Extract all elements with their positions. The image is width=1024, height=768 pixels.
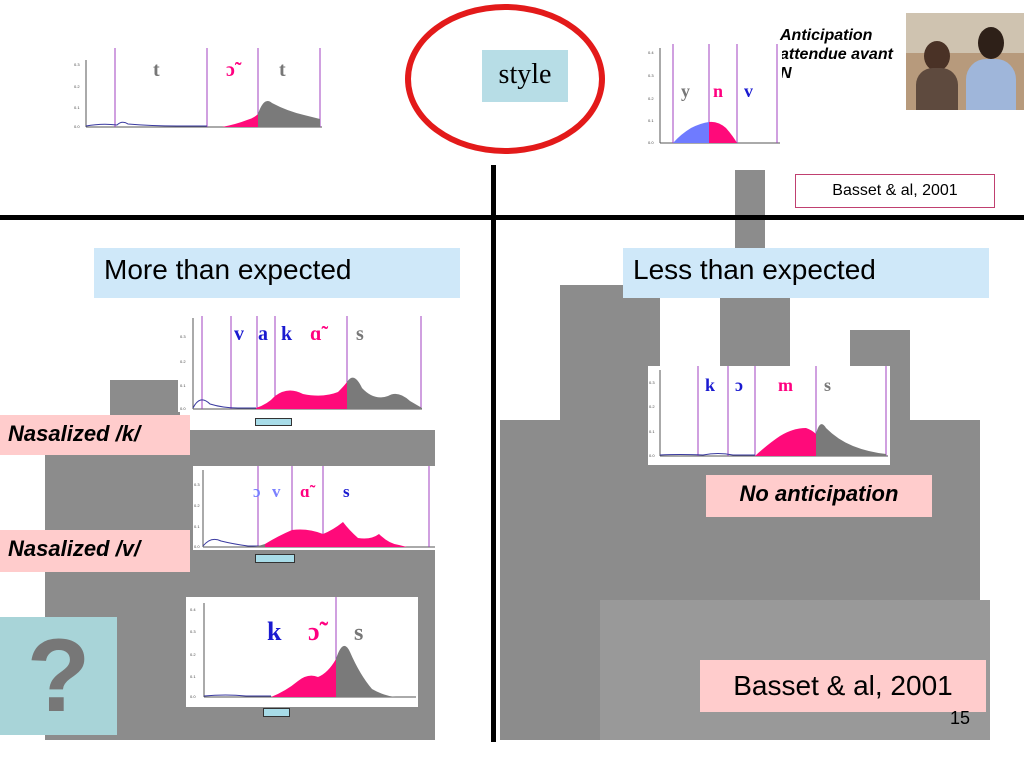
ytick: 0.2 — [180, 359, 186, 364]
plot-top-left: 0.3 0.2 0.1 0.0 t ɔ̃ t — [72, 48, 324, 130]
citation-bottom: Basset & al, 2001 — [700, 660, 986, 712]
phoneme-label: v — [272, 482, 281, 501]
plot-ovas: 0.3 0.2 0.1 0.0 ɔ v ɑ̃ s — [193, 466, 437, 550]
ytick: 0.0 — [194, 544, 200, 549]
ytick: 0.0 — [649, 453, 655, 458]
phoneme-label: k — [281, 323, 293, 345]
ytick: 0.2 — [190, 652, 196, 657]
ytick: 0.2 — [648, 96, 654, 101]
ytick: 0.4 — [648, 50, 654, 55]
ytick: 0.3 — [190, 629, 196, 634]
phoneme-label: ɔ — [735, 375, 743, 395]
ytick: 0.3 — [74, 62, 80, 67]
phoneme-label: ɔ̃ — [226, 59, 235, 81]
ytick: 0.2 — [649, 404, 655, 409]
phoneme-label: ɑ̃ — [300, 482, 310, 501]
phoneme-label: ɔ — [253, 482, 261, 501]
phoneme-label: v — [744, 81, 753, 101]
phoneme-label: y — [681, 81, 690, 101]
plot-kos: 0.4 0.3 0.2 0.1 0.0 k ɔ̃ s — [186, 597, 418, 707]
phoneme-label: k — [705, 375, 716, 395]
horizontal-divider — [0, 215, 1024, 220]
vertical-divider — [491, 165, 496, 742]
phoneme-label: ɔ̃ — [308, 617, 320, 646]
question-mark-box: ? — [0, 617, 117, 735]
phoneme-label: ɑ̃ — [310, 323, 322, 345]
ytick: 0.1 — [194, 524, 200, 529]
phoneme-label: n — [713, 81, 724, 101]
question-mark: ? — [26, 618, 91, 734]
ytick: 0.3 — [180, 334, 186, 339]
segment-marker — [255, 554, 295, 563]
phoneme-label: t — [153, 59, 160, 81]
ytick: 0.3 — [649, 380, 655, 385]
phoneme-label: s — [354, 620, 364, 646]
phoneme-label: k — [267, 617, 282, 646]
citation-top: Basset & al, 2001 — [795, 174, 995, 208]
ytick: 0.1 — [190, 674, 196, 679]
phoneme-label: s — [824, 375, 832, 395]
ytick: 0.0 — [180, 406, 186, 411]
ytick: 0.4 — [190, 607, 196, 612]
ytick: 0.0 — [648, 140, 654, 145]
phoneme-label: s — [343, 482, 350, 501]
anticipation-note: Anticipation attendue avant N — [780, 27, 893, 82]
ytick: 0.1 — [648, 118, 654, 123]
phoneme-label: m — [778, 375, 793, 395]
ytick: 0.2 — [194, 503, 200, 508]
ytick: 0.1 — [74, 105, 80, 110]
segment-marker — [263, 708, 290, 717]
page-number: 15 — [949, 708, 970, 728]
ytick: 0.0 — [74, 124, 80, 129]
phoneme-label: s — [356, 323, 364, 345]
plot-top-right: 0.4 0.3 0.2 0.1 0.0 y n v — [646, 44, 782, 146]
label-no-anticipation: No anticipation — [706, 475, 932, 517]
ytick: 0.0 — [190, 694, 196, 699]
segment-marker — [255, 418, 292, 426]
red-ellipse — [405, 4, 605, 154]
ytick: 0.1 — [649, 429, 655, 434]
phoneme-label: v — [234, 323, 244, 345]
style-label: style — [482, 50, 568, 102]
speakers-photo — [906, 13, 1024, 110]
ytick: 0.3 — [194, 482, 200, 487]
phoneme-label: a — [258, 323, 268, 345]
ytick: 0.2 — [74, 84, 80, 89]
label-nasalized-k: Nasalized /k/ — [0, 415, 190, 455]
ytick: 0.3 — [648, 73, 654, 78]
section-title-less: Less than expected — [623, 248, 989, 298]
section-title-more: More than expected — [94, 248, 460, 298]
plot-koms: 0.3 0.2 0.1 0.0 k ɔ m s — [648, 366, 890, 465]
phoneme-label: t — [279, 59, 286, 81]
ytick: 0.1 — [180, 383, 186, 388]
label-nasalized-v: Nasalized /v/ — [0, 530, 190, 572]
plot-vakas: 0.3 0.2 0.1 0.0 v a k ɑ̃ s — [178, 316, 424, 412]
